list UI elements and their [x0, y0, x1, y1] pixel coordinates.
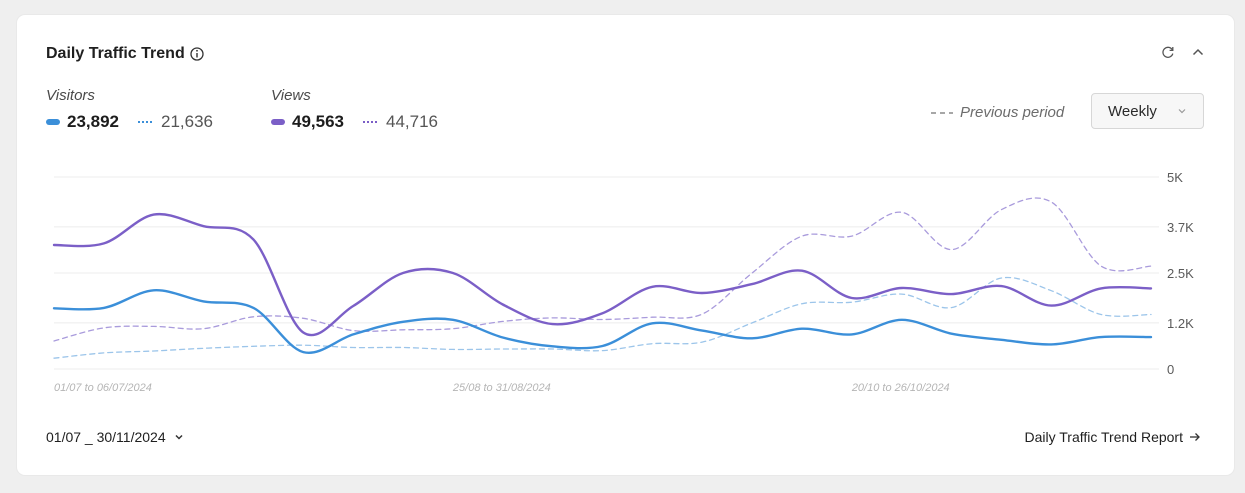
y-tick-label: 0: [1167, 362, 1174, 377]
y-tick-label: 2.5K: [1167, 266, 1194, 281]
visitors-label: Visitors: [46, 87, 95, 104]
views-previous-value: 44,716: [386, 112, 438, 131]
dashed-line-icon: [931, 111, 953, 114]
views-label: Views: [271, 87, 311, 104]
visitors-current-value: 23,892: [67, 112, 119, 131]
visitors-solid-swatch: [46, 119, 60, 125]
chevron-up-icon[interactable]: [1190, 44, 1206, 60]
report-link-label: Daily Traffic Trend Report: [1024, 429, 1183, 445]
x-tick-label: 25/08 to 31/08/2024: [452, 382, 551, 394]
series-line-visitors-previous: [53, 276, 1152, 359]
views-metric: Views 49,563 44,716: [271, 87, 438, 132]
series-line-views: [52, 212, 1153, 337]
period-select-value: Weekly: [1108, 102, 1157, 120]
series-line-visitors: [52, 289, 1153, 355]
traffic-trend-card: Daily Traffic Trend Visitors 23,892 21,6…: [17, 15, 1234, 475]
info-icon[interactable]: [189, 46, 205, 62]
views-previous-swatch: [363, 121, 379, 123]
y-tick-label: 3.7K: [1167, 220, 1194, 235]
views-values: 49,563 44,716: [271, 112, 438, 132]
visitors-previous-value: 21,636: [161, 112, 213, 131]
date-range-select[interactable]: 01/07 _ 30/11/2024: [46, 429, 184, 445]
visitors-values: 23,892 21,636: [46, 112, 213, 132]
series-line-views-previous: [53, 197, 1152, 342]
card-title-text: Daily Traffic Trend: [46, 45, 185, 62]
previous-period-legend: Previous period: [931, 104, 1064, 121]
traffic-line-chart: 5K 3.7K 2.5K 1.2K 0 01/07 to 06/07/2024 25/08 …: [52, 170, 1194, 394]
x-tick-label: 01/07 to 06/07/2024: [54, 382, 152, 394]
visitors-previous-swatch: [138, 121, 154, 123]
period-select[interactable]: Weekly: [1091, 93, 1204, 129]
date-range-label: 01/07 _ 30/11/2024: [46, 429, 166, 445]
chevron-down-icon: [175, 434, 183, 440]
y-tick-label: 5K: [1167, 170, 1183, 185]
visitors-metric: Visitors 23,892 21,636: [46, 87, 213, 132]
refresh-icon[interactable]: [1160, 44, 1176, 60]
card-title: Daily Traffic Trend: [46, 45, 205, 63]
arrow-right-icon: [1190, 433, 1200, 441]
chevron-down-icon: [1178, 109, 1186, 114]
card-actions: [1160, 44, 1206, 60]
y-tick-label: 1.2K: [1167, 316, 1194, 331]
views-current-value: 49,563: [292, 112, 344, 131]
previous-period-label: Previous period: [960, 104, 1065, 121]
views-solid-swatch: [271, 119, 285, 125]
x-tick-label: 20/10 to 26/10/2024: [851, 382, 950, 394]
report-link[interactable]: Daily Traffic Trend Report: [1025, 429, 1201, 445]
